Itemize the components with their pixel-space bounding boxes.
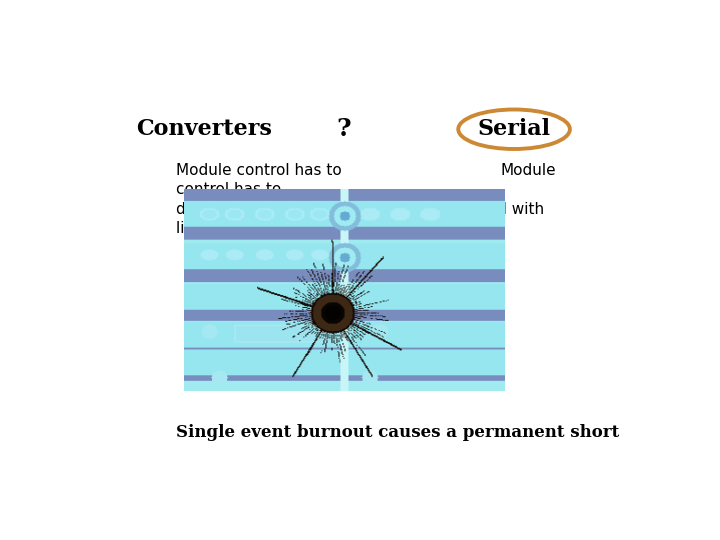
Text: line r: line r xyxy=(176,221,215,236)
Text: dial w: dial w xyxy=(176,201,222,217)
Text: ial with: ial with xyxy=(489,201,544,217)
Text: control has to: control has to xyxy=(176,182,282,197)
Text: Serial: Serial xyxy=(477,118,551,140)
Text: Module control has to: Module control has to xyxy=(176,163,342,178)
Text: ?: ? xyxy=(336,117,351,141)
Text: Converters: Converters xyxy=(137,118,272,140)
Text: Single event burnout causes a permanent short: Single event burnout causes a permanent … xyxy=(176,424,620,441)
Text: Module: Module xyxy=(500,163,556,178)
